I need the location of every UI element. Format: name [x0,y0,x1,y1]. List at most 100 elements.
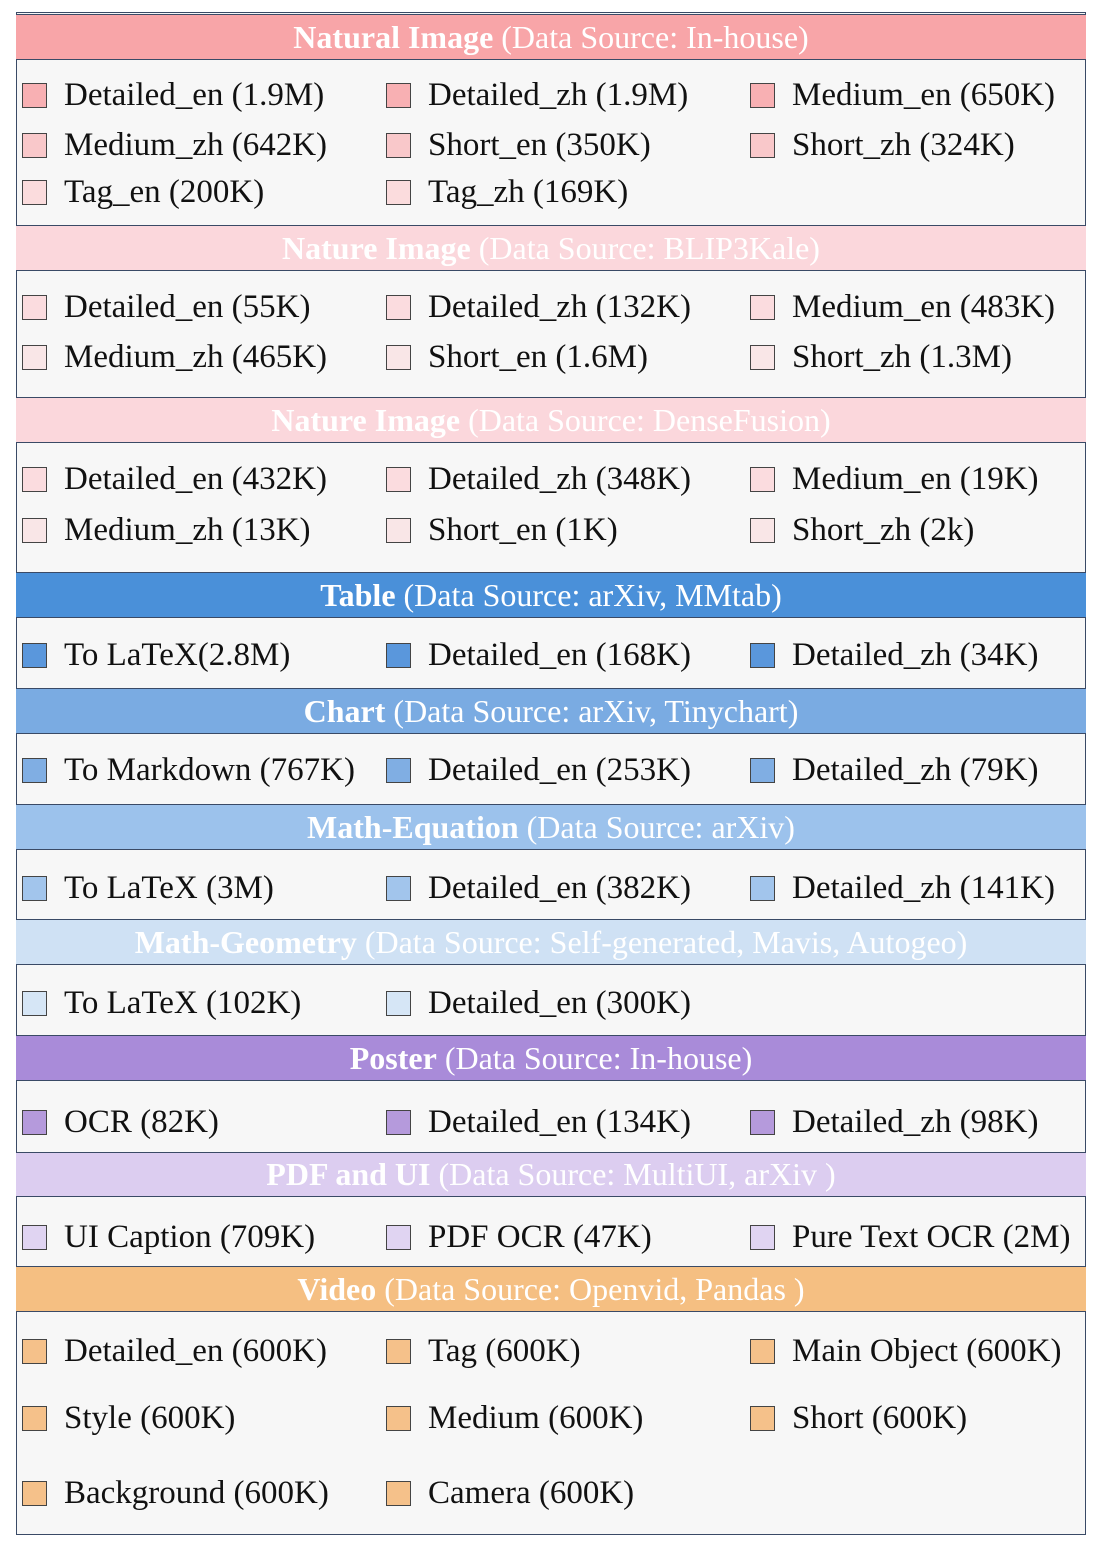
color-swatch [386,132,411,158]
legend-item: To LaTeX(2.8M) [22,635,290,675]
color-swatch [386,875,411,901]
color-swatch [750,1109,775,1135]
section-source: (Data Source: arXiv) [526,808,795,845]
section-source: (Data Source: arXiv, Tinychart) [393,692,799,729]
item-label: Camera (600K) [428,1474,635,1511]
color-swatch [750,757,775,783]
item-label: Detailed_zh (132K) [428,288,691,325]
color-swatch [22,1109,47,1135]
section-title: Math-Equation [307,808,519,845]
color-swatch [750,344,775,370]
item-label: Detailed_en (600K) [64,1332,327,1369]
color-swatch [750,1338,775,1364]
legend-item: Short_zh (1.3M) [750,337,1012,377]
color-swatch [750,1224,775,1250]
item-label: Detailed_zh (348K) [428,460,691,497]
section-source: (Data Source: arXiv, MMtab) [403,576,782,613]
item-label: Detailed_en (382K) [428,869,691,906]
section-title: Video [297,1270,377,1307]
item-label: Detailed_en (432K) [64,460,327,497]
item-label: Tag (600K) [428,1332,581,1369]
item-label: Tag_zh (169K) [428,173,629,210]
legend-item: Detailed_zh (98K) [750,1102,1039,1142]
color-swatch [750,132,775,158]
section-title: Poster [349,1039,437,1076]
legend-item: Short_en (350K) [386,125,651,165]
legend-item: Short_zh (2k) [750,510,974,550]
legend-item: Tag_zh (169K) [386,172,628,212]
legend-item: Medium (600K) [386,1398,643,1438]
item-label: Medium_en (650K) [792,76,1056,113]
legend-item: Detailed_en (134K) [386,1102,691,1142]
item-label: To Markdown (767K) [64,751,355,788]
legend-item: Detailed_zh (348K) [386,459,691,499]
item-label: Main Object (600K) [792,1332,1062,1369]
legend-item: Detailed_en (300K) [386,983,691,1023]
legend-item: Background (600K) [22,1473,329,1513]
color-swatch [750,466,775,492]
item-label: PDF OCR (47K) [428,1218,652,1255]
legend-item: Short_zh (324K) [750,125,1015,165]
legend-item: Detailed_zh (34K) [750,635,1039,675]
item-label: Medium_en (19K) [792,460,1039,497]
legend-item: PDF OCR (47K) [386,1217,652,1257]
color-swatch [22,1405,47,1431]
item-label: To LaTeX (3M) [64,869,274,906]
item-label: Pure Text OCR (2M) [792,1218,1071,1255]
section-header-nature-image: Nature Image (Data Source: DenseFusion) [16,397,1086,443]
section-source: (Data Source: DenseFusion) [468,401,831,438]
section-header-nature-image: Nature Image (Data Source: BLIP3Kale) [16,225,1086,271]
legend-item: Camera (600K) [386,1473,634,1513]
item-label: Detailed_en (134K) [428,1103,691,1140]
item-label: Medium_zh (465K) [64,338,328,375]
item-label: UI Caption (709K) [64,1218,316,1255]
item-label: Detailed_en (168K) [428,636,691,673]
section-header-chart: Chart (Data Source: arXiv, Tinychart) [16,688,1086,734]
legend-item: Short_en (1K) [386,510,618,550]
section-title: Natural Image [293,18,494,55]
section-header-poster: Poster (Data Source: In-house) [16,1035,1086,1081]
color-swatch [22,179,47,205]
section-header-natural-image: Natural Image (Data Source: In-house) [16,14,1086,60]
legend-item: Detailed_zh (141K) [750,868,1055,908]
item-label: Detailed_en (300K) [428,984,691,1021]
color-swatch [386,517,411,543]
item-label: Detailed_zh (98K) [792,1103,1039,1140]
item-label: Detailed_zh (1.9M) [428,76,689,113]
color-swatch [386,1480,411,1506]
item-label: Medium_en (483K) [792,288,1056,325]
color-swatch [22,132,47,158]
color-swatch [386,757,411,783]
color-swatch [22,1480,47,1506]
item-label: Medium_zh (642K) [64,126,328,163]
color-swatch [386,1224,411,1250]
section-source: (Data Source: Self-generated, Mavis, Aut… [364,923,968,960]
color-swatch [22,1224,47,1250]
color-swatch [22,642,47,668]
color-swatch [386,82,411,108]
color-swatch [750,294,775,320]
item-label: Short (600K) [792,1399,968,1436]
color-swatch [22,875,47,901]
section-source: (Data Source: Openvid, Pandas ) [384,1270,805,1307]
section-source: (Data Source: BLIP3Kale) [478,229,820,266]
color-swatch [386,1338,411,1364]
section-header-table: Table (Data Source: arXiv, MMtab) [16,572,1086,618]
legend-item: Style (600K) [22,1398,235,1438]
section-title: Math-Geometry [134,923,357,960]
section-header-pdf-and-ui: PDF and UI (Data Source: MultiUI, arXiv ) [16,1152,1086,1197]
color-swatch [750,517,775,543]
section-title: Nature Image [271,401,461,438]
item-label: Medium_zh (13K) [64,511,311,548]
legend-item: Detailed_en (432K) [22,459,327,499]
legend-item: Detailed_zh (79K) [750,750,1039,790]
legend-item: Detailed_en (382K) [386,868,691,908]
legend-item: Short (600K) [750,1398,967,1438]
legend-item: Medium_en (483K) [750,287,1055,327]
color-swatch [750,875,775,901]
item-label: To LaTeX (102K) [64,984,302,1021]
item-label: Detailed_zh (34K) [792,636,1039,673]
item-label: Tag_en (200K) [64,173,265,210]
color-swatch [386,1405,411,1431]
color-swatch [386,1109,411,1135]
